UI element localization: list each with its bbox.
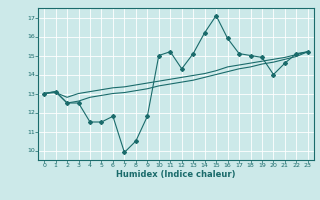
X-axis label: Humidex (Indice chaleur): Humidex (Indice chaleur) xyxy=(116,170,236,179)
